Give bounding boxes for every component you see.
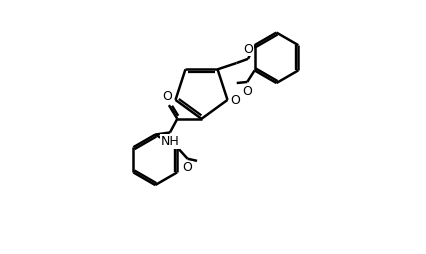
Text: O: O [230,94,241,107]
Text: O: O [183,161,193,174]
Text: NH: NH [161,135,179,148]
Text: O: O [243,43,253,56]
Text: O: O [242,85,252,98]
Text: O: O [162,90,172,103]
